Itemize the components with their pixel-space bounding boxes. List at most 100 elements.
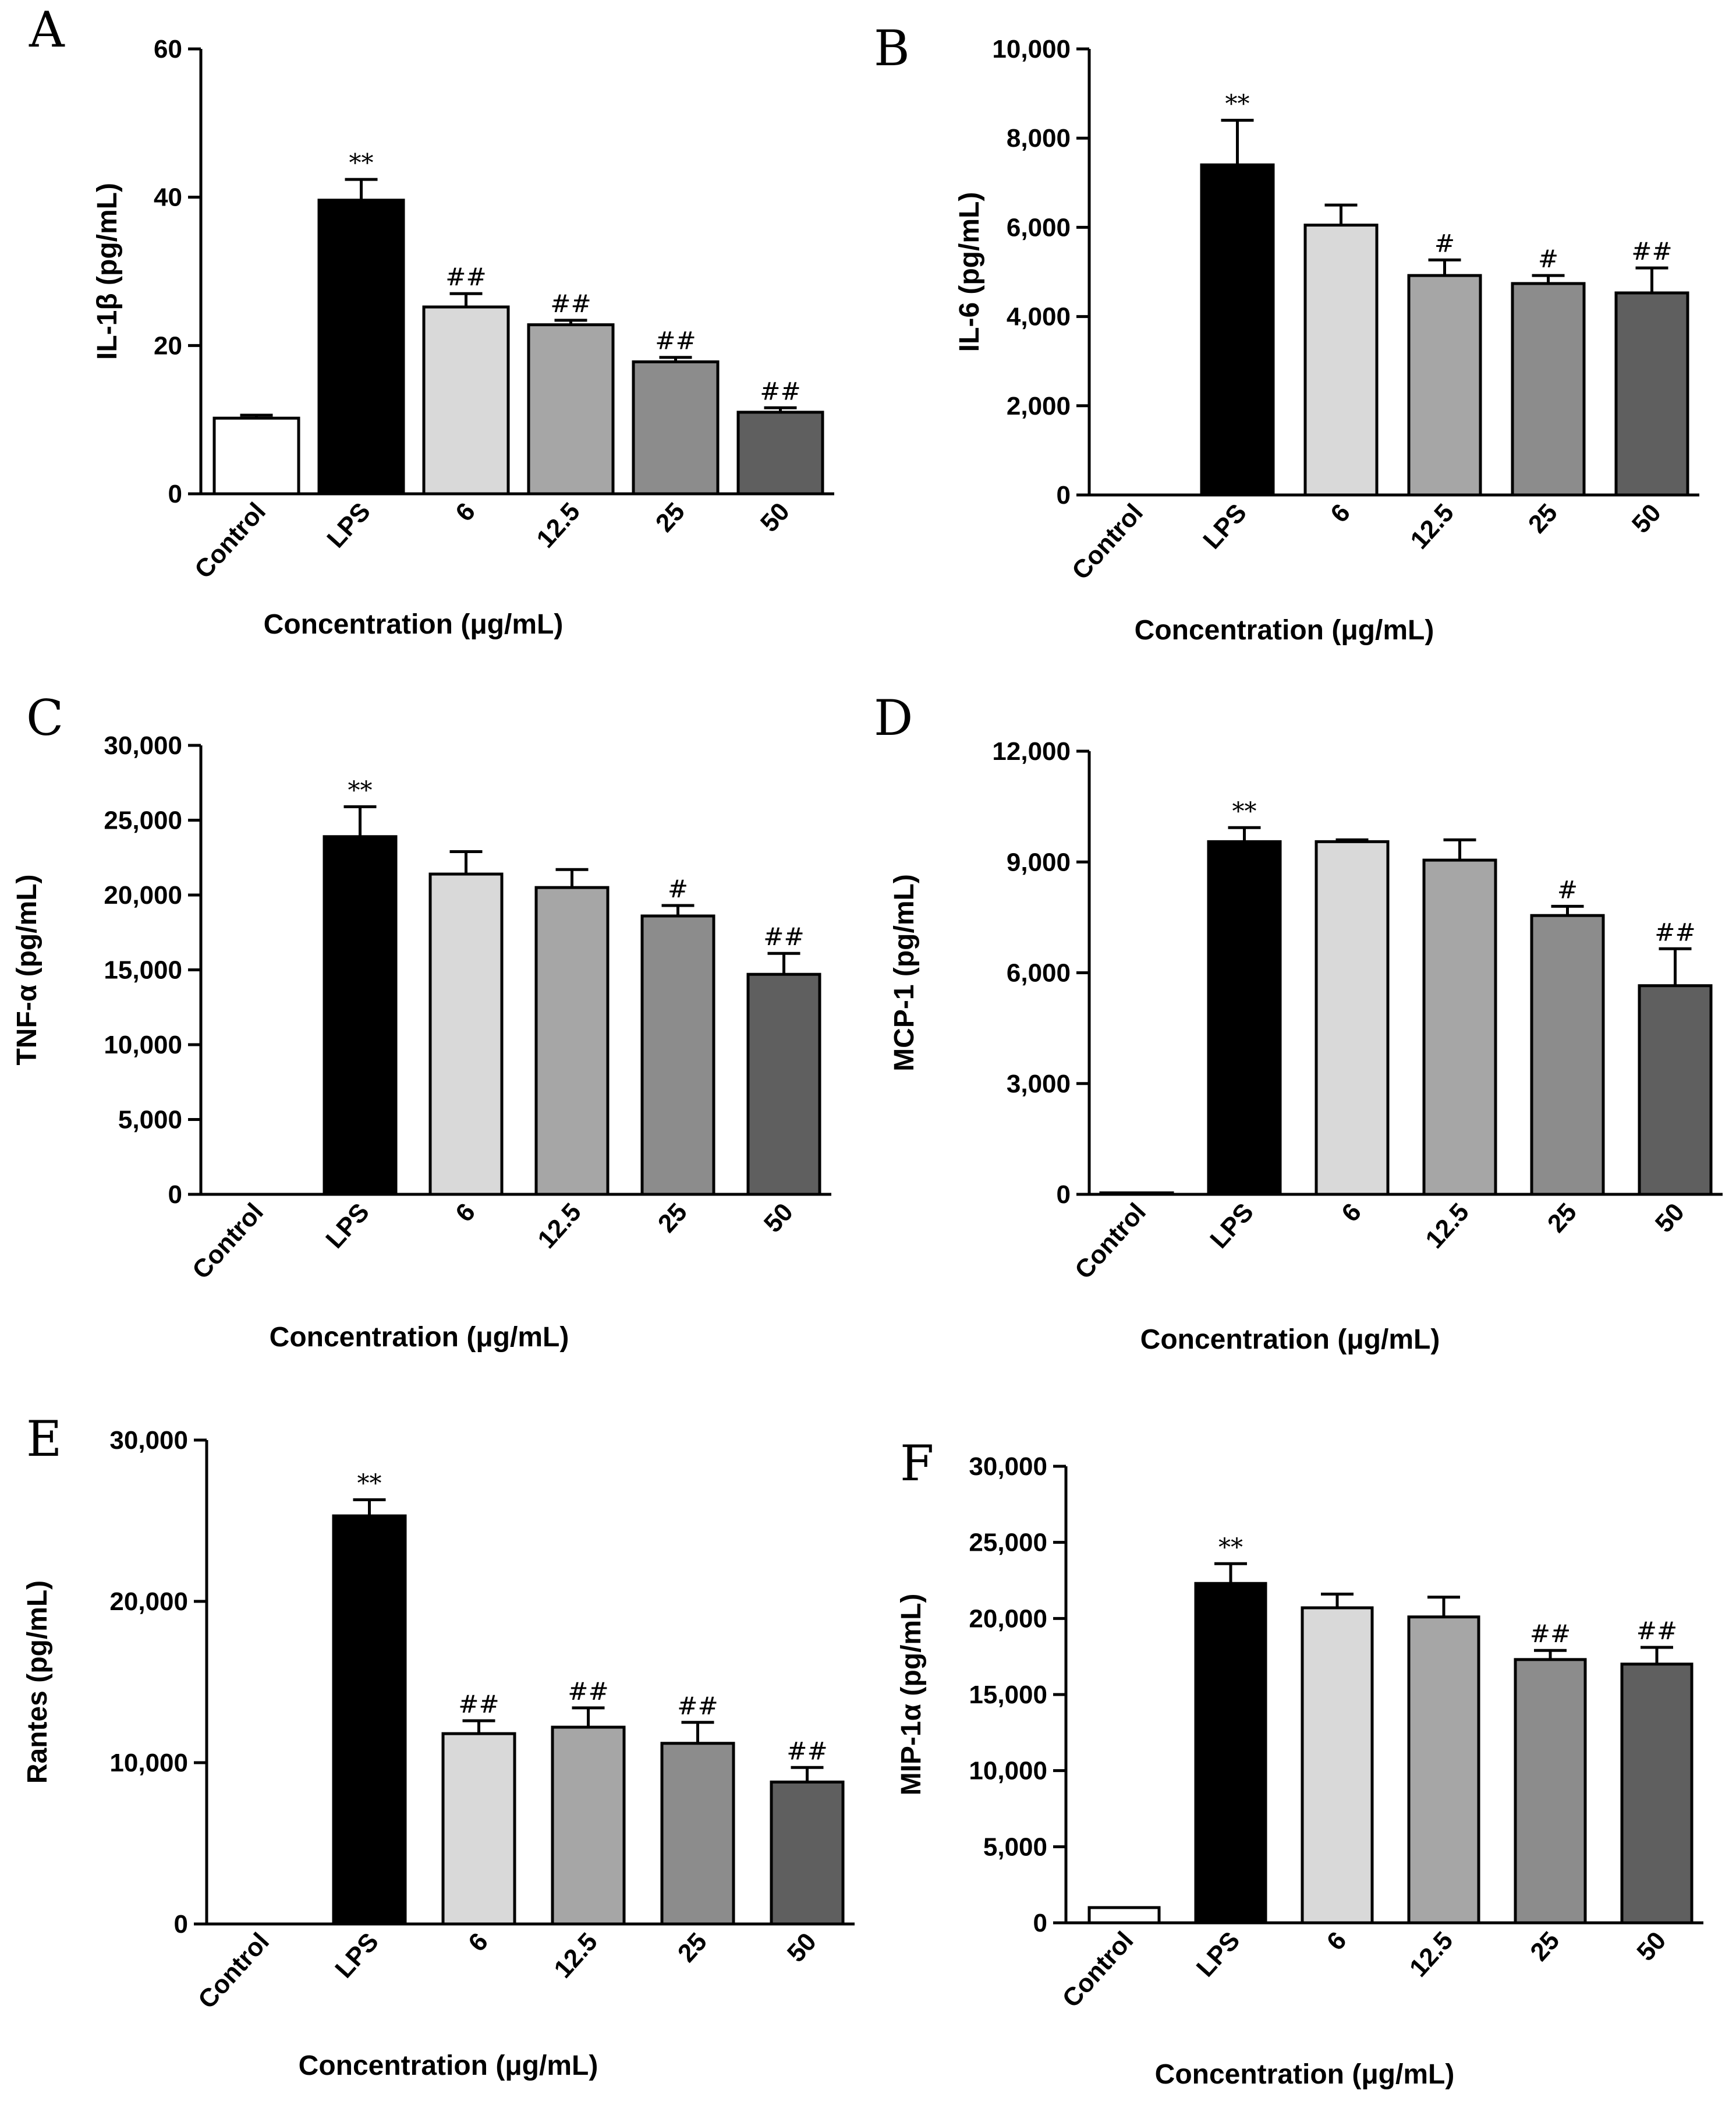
y-tick-label: 30,000 [969, 1452, 1047, 1481]
significance-mark: ** [1218, 1533, 1243, 1561]
y-tick-label: 20 [154, 331, 182, 360]
x-axis-title: Concentration (μg/mL) [270, 1322, 569, 1353]
significance-mark: ## [1636, 1617, 1677, 1645]
bar-25 [640, 914, 715, 1196]
significance-mark: # [1434, 229, 1455, 257]
y-tick-label: 15,000 [104, 956, 182, 985]
x-axis-title: Concentration (μg/mL) [1135, 615, 1434, 646]
x-tick-label: LPS [1191, 1926, 1246, 1982]
panel-letter: A [29, 1, 65, 58]
y-tick-label: 15,000 [969, 1681, 1047, 1709]
bar-lps [323, 835, 398, 1196]
y-tick-label: 6,000 [1007, 213, 1071, 242]
bar-12-5 [551, 1725, 626, 1926]
y-tick-label: 12,000 [992, 737, 1071, 766]
x-tick-label: 12.5 [531, 497, 586, 553]
bar-control [1087, 1906, 1161, 1925]
bar-control [212, 416, 300, 496]
bar-12-5 [534, 886, 610, 1196]
bar-6 [1303, 224, 1379, 497]
significance-mark: ## [760, 377, 800, 405]
x-tick-label: 6 [1336, 1198, 1367, 1228]
bar-control [1099, 1191, 1174, 1196]
significance-mark: # [668, 875, 688, 903]
y-tick-label: 0 [168, 1180, 182, 1209]
bar-6 [1315, 840, 1390, 1196]
x-tick-label: 50 [1650, 1198, 1690, 1238]
y-axis-title: MIP-1α (pg/mL) [896, 1594, 927, 1796]
chart-panel-f: F 0 5,000 10,000 15,000 20,000 25,000 30,000 MIP… [868, 1398, 1736, 2096]
x-tick-label: 6 [450, 497, 481, 527]
bar-50 [746, 972, 821, 1196]
significance-mark: # [1538, 245, 1558, 273]
chart-svg: D 0 3,000 6,000 9,000 12,000 MCP-1 (pg/mL) Cont… [874, 689, 1723, 1355]
y-axis-title: TNF-α (pg/mL) [12, 874, 42, 1065]
x-tick-label: LPS [1204, 1198, 1259, 1254]
bar-12-5 [1407, 274, 1482, 497]
x-tick-label: LPS [1198, 498, 1252, 554]
y-tick-label: 5,000 [118, 1106, 182, 1134]
x-tick-label: 50 [755, 497, 795, 537]
x-tick-label: LPS [321, 497, 376, 553]
x-tick-label: 12.5 [532, 1198, 587, 1254]
bar-6 [441, 1732, 516, 1926]
y-tick-label: 10,000 [992, 35, 1071, 63]
y-tick-label: 25,000 [969, 1529, 1047, 1557]
significance-mark: ## [445, 263, 486, 291]
significance-mark: ** [348, 776, 373, 804]
x-axis-title: Concentration (μg/mL) [299, 2050, 598, 2081]
x-tick-label: 6 [463, 1927, 494, 1957]
significance-mark: ## [1530, 1619, 1571, 1648]
significance-mark: ## [786, 1736, 827, 1765]
x-tick-label: LPS [330, 1927, 384, 1983]
y-tick-label: 5,000 [983, 1833, 1047, 1861]
chart-svg: F 0 5,000 10,000 15,000 20,000 25,000 30,000 MIP… [896, 1435, 1703, 2090]
chart-panel-c: C 0 5,000 10,000 15,000 20,000 25,000 30,000 TNF… [0, 689, 868, 1386]
bar-12-5 [1407, 1615, 1480, 1925]
bar-50 [1620, 1663, 1694, 1925]
bar-25 [1530, 914, 1605, 1196]
y-tick-label: 20,000 [969, 1604, 1047, 1633]
x-tick-label: LPS [320, 1198, 375, 1254]
bar-25 [632, 360, 720, 496]
x-tick-label: Control [193, 1927, 275, 2014]
bar-lps [332, 1514, 407, 1926]
x-tick-label: Control [189, 497, 271, 584]
panel-letter: C [26, 689, 63, 747]
x-tick-label: 50 [759, 1198, 799, 1238]
bar-50 [1638, 984, 1713, 1196]
significance-mark: ** [1232, 797, 1257, 825]
bar-25 [1511, 282, 1586, 497]
bar-50 [1614, 291, 1689, 497]
x-tick-label: 12.5 [1405, 498, 1459, 554]
chart-panel-d: D 0 3,000 6,000 9,000 12,000 MCP-1 (pg/mL) Cont… [868, 689, 1736, 1386]
y-axis-title: MCP-1 (pg/mL) [889, 874, 920, 1071]
bar-6 [1301, 1606, 1374, 1925]
chart-svg: A 0 20 40 60 IL-1β (pg/mL) Control ** LPS ## 6 ## 12… [29, 1, 834, 640]
x-axis-title: Concentration (μg/mL) [1155, 2059, 1455, 2090]
y-tick-label: 4,000 [1007, 303, 1071, 331]
y-tick-label: 10,000 [104, 1031, 182, 1059]
y-tick-label: 30,000 [104, 731, 182, 760]
y-tick-label: 10,000 [109, 1749, 188, 1777]
y-axis-title: IL-6 (pg/mL) [954, 192, 985, 352]
bar-lps [317, 199, 405, 496]
x-tick-label: Control [187, 1198, 269, 1285]
x-tick-label: 12.5 [1404, 1926, 1459, 1982]
x-tick-label: 25 [1525, 1926, 1565, 1966]
bar-lps [1194, 1582, 1267, 1925]
chart-svg: B 0 2,000 4,000 6,000 8,000 10,000 IL-6 (pg/mL)… [874, 20, 1699, 646]
significance-mark: ## [677, 1692, 718, 1720]
x-tick-label: 6 [1322, 1926, 1352, 1956]
x-tick-label: 50 [1627, 498, 1667, 539]
x-tick-label: 25 [653, 1198, 693, 1238]
chart-panel-b: B 0 2,000 4,000 6,000 8,000 10,000 IL-6 (pg/mL)… [868, 0, 1736, 687]
y-tick-label: 8,000 [1007, 124, 1071, 153]
x-axis-title: Concentration (μg/mL) [1140, 1324, 1440, 1355]
x-tick-label: Control [1069, 1198, 1152, 1285]
panel-letter: D [874, 689, 913, 747]
panel-letter: B [874, 20, 910, 77]
significance-mark: ## [1654, 918, 1695, 946]
x-tick-label: 25 [650, 497, 690, 537]
